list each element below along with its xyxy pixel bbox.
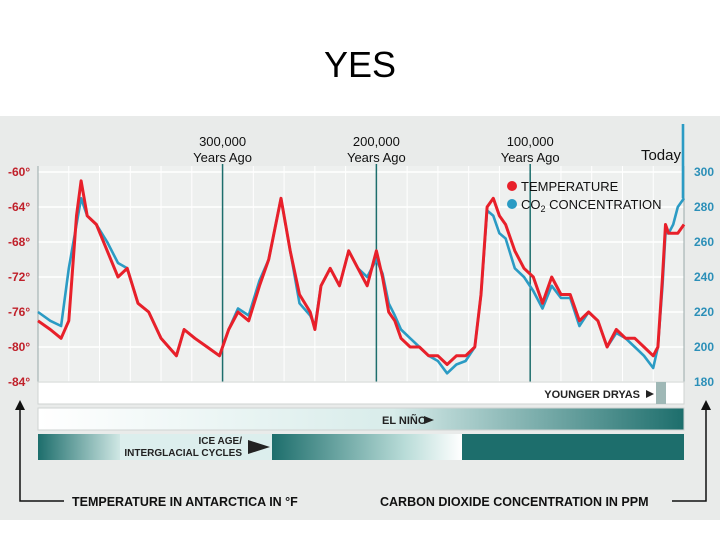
legend-temperature-label: TEMPERATURE xyxy=(521,179,619,194)
younger-dryas-marker xyxy=(656,382,666,404)
left-axis-pointer xyxy=(19,408,64,502)
right-tick-label: 300 xyxy=(694,165,714,179)
ice-age-band-segment-3 xyxy=(462,434,684,460)
x-marker-unit: Years Ago xyxy=(347,150,406,165)
legend-co2-marker xyxy=(507,199,517,209)
right-tick-label: 240 xyxy=(694,270,714,284)
right-tick-label: 280 xyxy=(694,200,714,214)
slide-title: YES xyxy=(323,44,397,85)
ice-age-arrow-icon xyxy=(248,440,270,454)
ice-age-band-segment-2 xyxy=(272,434,462,460)
legend-temperature-marker xyxy=(507,181,517,191)
legend: TEMPERATURE CO2 CONCENTRATION xyxy=(507,179,662,214)
left-tick-label: -68° xyxy=(8,235,30,249)
left-tick-label: -72° xyxy=(8,270,30,284)
ice-age-label-line1: ICE AGE/ xyxy=(198,436,242,447)
right-axis-pointer xyxy=(672,408,707,502)
x-marker-unit: Years Ago xyxy=(193,150,252,165)
right-axis-ticks: 300 280 260 240 220 200 180 xyxy=(683,165,714,389)
right-axis-label: CARBON DIOXIDE CONCENTRATION IN PPM xyxy=(380,495,649,509)
left-tick-label: -80° xyxy=(8,340,30,354)
el-nino-label: EL NIÑO xyxy=(382,414,427,427)
up-arrow-icon-right xyxy=(701,400,711,410)
x-marker-value: 300,000 xyxy=(199,134,246,149)
x-marker-value: 100,000 xyxy=(507,134,554,149)
left-axis-label: TEMPERATURE IN ANTARCTICA IN °F xyxy=(72,495,298,509)
ice-age-band-segment-1 xyxy=(38,434,120,460)
right-tick-label: 180 xyxy=(694,375,714,389)
left-tick-label: -64° xyxy=(8,200,30,214)
x-marker-today: Today xyxy=(641,147,682,164)
up-arrow-icon-left xyxy=(15,400,25,410)
right-tick-label: 260 xyxy=(694,235,714,249)
temperature-series-line xyxy=(37,179,686,366)
el-nino-band xyxy=(37,407,685,431)
younger-dryas-band xyxy=(37,381,685,405)
el-nino-arrow-icon xyxy=(424,416,434,424)
left-tick-label: -60° xyxy=(8,165,30,179)
younger-dryas-label: YOUNGER DRYAS xyxy=(544,389,640,401)
legend-co2-label: CO2 CONCENTRATION xyxy=(521,197,662,214)
left-tick-label: -84° xyxy=(8,375,30,389)
left-axis-ticks: -60° -64° -68° -72° -76° -80° -84° xyxy=(8,165,39,389)
younger-dryas-arrow-icon xyxy=(646,390,654,398)
ice-age-band-label-area xyxy=(120,434,272,460)
legend-co2-subscript: 2 xyxy=(541,204,546,214)
right-tick-label: 200 xyxy=(694,340,714,354)
left-tick-label: -76° xyxy=(8,305,30,319)
right-tick-label: 220 xyxy=(694,305,714,319)
x-marker-value: 200,000 xyxy=(353,134,400,149)
x-marker-unit: Years Ago xyxy=(501,150,560,165)
ice-age-label-line2: INTERGLACIAL CYCLES xyxy=(124,448,242,459)
climate-figure: 300,000 Years Ago 200,000 Years Ago 100,000 Y… xyxy=(0,116,720,520)
